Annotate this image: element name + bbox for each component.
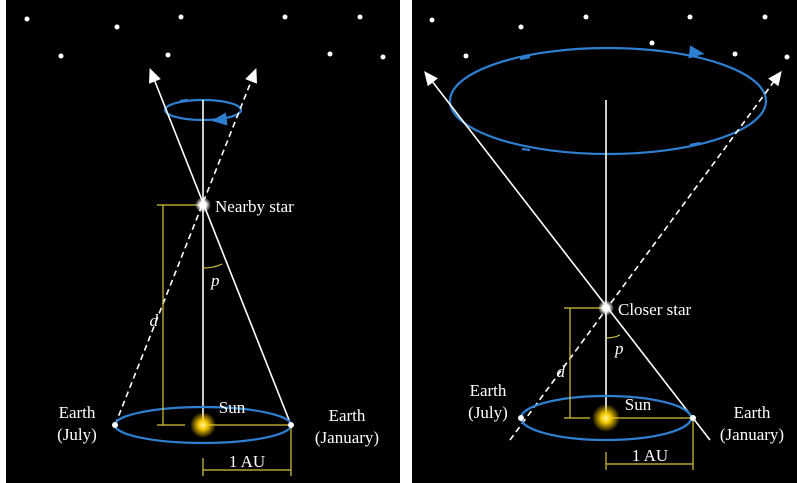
earth-label: Earth: [470, 381, 507, 400]
left-geometry: [112, 68, 294, 476]
sun-label: Sun: [625, 395, 652, 414]
baseline-label: 1 AU: [632, 446, 668, 465]
angle-label: p: [614, 339, 624, 358]
angle-label: p: [210, 271, 220, 290]
earth-label: (July): [57, 425, 97, 444]
right-geometry: [424, 46, 782, 470]
panel-background: [412, 0, 797, 483]
sun-label: Sun: [219, 398, 246, 417]
distance-label: d: [557, 362, 566, 381]
star-label: Nearby star: [215, 197, 294, 216]
earth-label: Earth: [329, 406, 366, 425]
apparent-motion-ellipse: [448, 46, 768, 156]
star-label: Closer star: [618, 300, 692, 319]
background-stars: [24, 14, 790, 60]
earth-label: (January): [315, 428, 379, 447]
earth-label: Earth: [59, 403, 96, 422]
earth-label: (July): [468, 403, 508, 422]
earth-label: Earth: [734, 403, 771, 422]
baseline-label: 1 AU: [229, 452, 265, 471]
distance-label: d: [150, 311, 159, 330]
earth-label: (January): [720, 425, 784, 444]
